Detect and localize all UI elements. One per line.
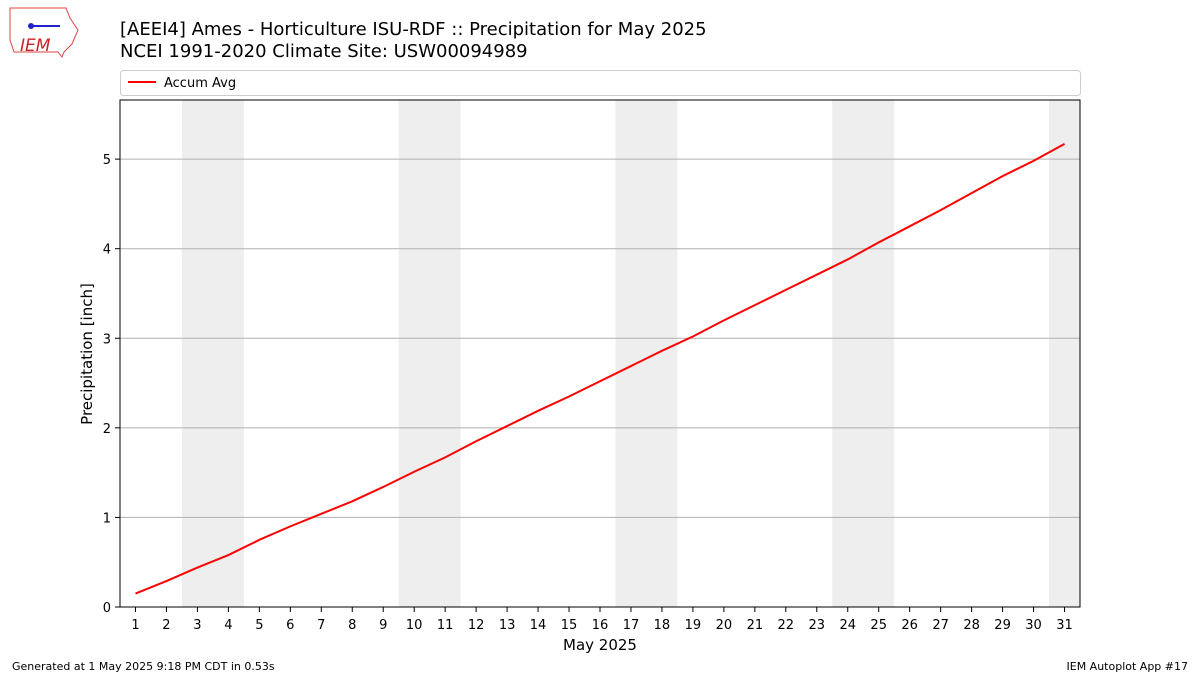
x-tick-label: 30 (1025, 618, 1042, 633)
logo: IEM (9, 7, 79, 58)
logo-outline (9, 7, 79, 58)
plot-frame (119, 99, 1081, 608)
x-tick-label: 17 (623, 618, 640, 633)
x-tick-label: 26 (901, 618, 918, 633)
legend-label: Accum Avg (164, 76, 236, 91)
data-line (135, 143, 1066, 595)
x-tick-label: 24 (839, 618, 856, 633)
x-tick-label: 13 (499, 618, 516, 633)
weekend-shade (615, 100, 678, 607)
y-tick-label: 4 (103, 243, 111, 258)
x-tick-label: 29 (994, 618, 1011, 633)
y-tick-label: 3 (103, 332, 111, 347)
footer-right: IEM Autoplot App #17 (1067, 660, 1189, 673)
legend-box (120, 70, 1081, 96)
x-tick-label: 28 (963, 618, 980, 633)
x-tick-label: 31 (1056, 618, 1073, 633)
x-tick-label: 6 (286, 618, 294, 633)
weekend-shade (398, 100, 461, 607)
x-tick-label: 9 (379, 618, 387, 633)
x-tick-label: 15 (561, 618, 578, 633)
x-tick-label: 21 (747, 618, 764, 633)
logo-text: IEM (20, 36, 51, 56)
x-tick-label: 4 (224, 618, 232, 633)
x-tick-label: 18 (654, 618, 671, 633)
x-tick-label: 14 (530, 618, 547, 633)
x-tick-label: 3 (193, 618, 201, 633)
chart-subtitle: NCEI 1991-2020 Climate Site: USW00094989 (120, 41, 528, 62)
x-axis-label: May 2025 (563, 636, 637, 654)
x-tick-label: 22 (778, 618, 795, 633)
logo-dot (28, 23, 34, 29)
x-tick-label: 10 (406, 618, 423, 633)
x-tick-label: 5 (255, 618, 263, 633)
footer-left: Generated at 1 May 2025 9:18 PM CDT in 0… (12, 660, 275, 673)
x-tick-label: 11 (437, 618, 454, 633)
y-axis-label: Precipitation [inch] (78, 283, 96, 425)
x-tick-label: 7 (317, 618, 325, 633)
x-tick-label: 27 (932, 618, 949, 633)
chart-title: [AEEI4] Ames - Horticulture ISU-RDF :: P… (120, 19, 707, 40)
weekend-shade (1049, 100, 1080, 607)
y-tick-label: 1 (103, 511, 111, 526)
x-tick-label: 25 (870, 618, 887, 633)
x-tick-label: 16 (592, 618, 609, 633)
x-tick-label: 2 (162, 618, 170, 633)
weekend-shade (181, 100, 244, 607)
x-tick-label: 12 (468, 618, 485, 633)
y-tick-label: 5 (103, 153, 111, 168)
x-tick-label: 19 (685, 618, 702, 633)
weekend-shade (832, 100, 895, 607)
x-tick-label: 23 (809, 618, 826, 633)
y-tick-label: 0 (103, 601, 111, 616)
x-tick-label: 8 (348, 618, 356, 633)
y-tick-label: 2 (103, 422, 111, 437)
x-tick-label: 1 (131, 618, 139, 633)
x-tick-label: 20 (716, 618, 733, 633)
